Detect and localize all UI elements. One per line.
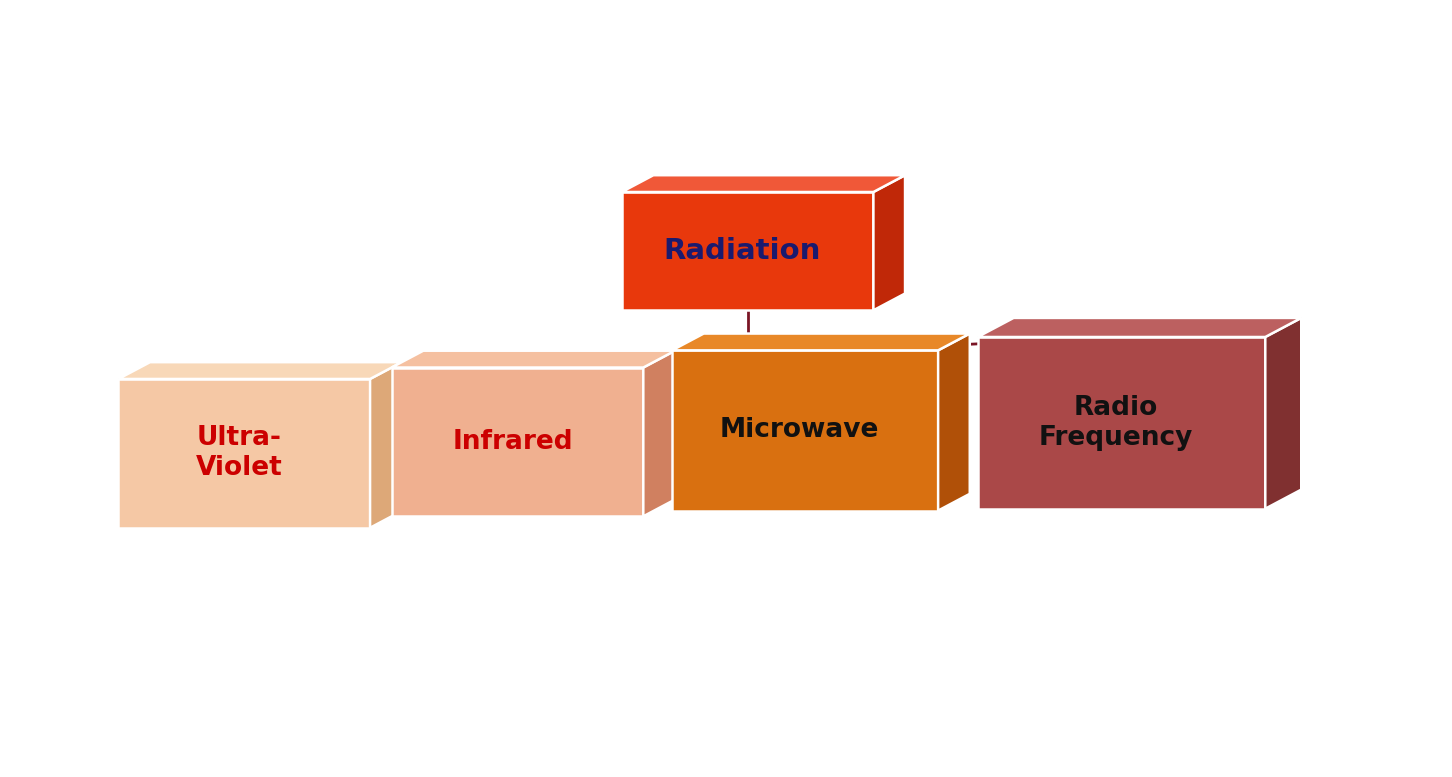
Text: Radiation: Radiation <box>664 237 822 265</box>
Polygon shape <box>119 362 402 379</box>
Polygon shape <box>977 337 1265 509</box>
Text: Ultra-
Violet: Ultra- Violet <box>196 425 283 482</box>
Polygon shape <box>370 362 402 528</box>
Polygon shape <box>643 350 675 517</box>
Polygon shape <box>672 333 970 350</box>
Polygon shape <box>621 175 905 192</box>
Polygon shape <box>392 368 643 517</box>
Text: Infrared: Infrared <box>452 429 572 455</box>
Polygon shape <box>119 379 370 528</box>
Polygon shape <box>392 350 675 368</box>
Polygon shape <box>938 333 970 510</box>
Text: Microwave: Microwave <box>720 417 880 444</box>
Polygon shape <box>874 175 905 310</box>
Polygon shape <box>1265 318 1301 509</box>
Polygon shape <box>621 192 874 310</box>
Polygon shape <box>977 318 1301 337</box>
Polygon shape <box>672 350 938 510</box>
Text: Radio
Frequency: Radio Frequency <box>1038 395 1194 451</box>
